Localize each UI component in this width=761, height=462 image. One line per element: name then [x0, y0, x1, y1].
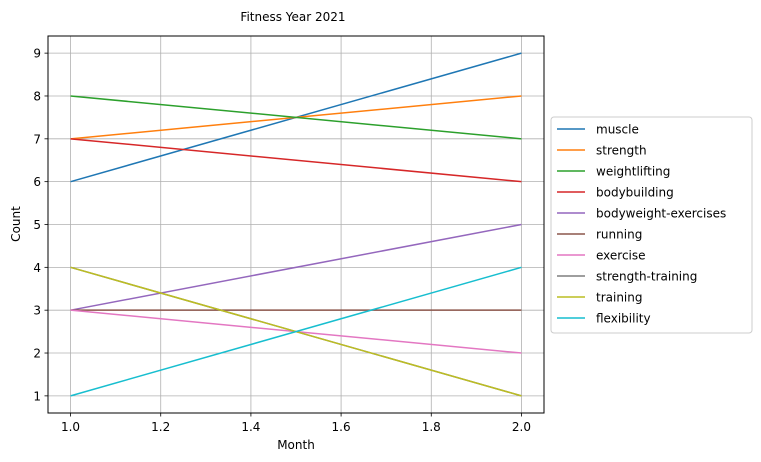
y-axis-label: Count [9, 206, 23, 242]
legend-label-bodybuilding: bodybuilding [596, 186, 674, 200]
x-tick-label: 2.0 [512, 420, 531, 434]
y-tick-label: 2 [33, 347, 41, 361]
legend-label-training: training [596, 291, 643, 305]
series-line-bodyweight-exercises [70, 223, 522, 311]
x-axis-label: Month [277, 438, 315, 452]
legend-label-bodyweight-exercises: bodyweight-exercises [596, 207, 726, 221]
x-tick-label: 1.2 [151, 420, 170, 434]
y-tick-label: 8 [33, 89, 41, 103]
x-tick-label: 1.8 [422, 420, 441, 434]
legend-box [550, 116, 753, 334]
y-tick-label: 4 [33, 261, 41, 275]
y-tick-label: 6 [33, 175, 41, 189]
y-tick-label: 5 [33, 218, 41, 232]
y-tick-label: 7 [33, 132, 41, 146]
series-line-bodybuilding [70, 138, 522, 183]
series-line-weightlifting [70, 95, 522, 140]
legend-label-muscle: muscle [596, 123, 639, 137]
y-tick-label: 3 [33, 304, 41, 318]
legend-label-strength: strength [596, 144, 647, 158]
legend-label-flexibility: flexibility [596, 312, 651, 326]
legend: muscle strength weightlifting bodybuilding b… [550, 116, 753, 334]
y-tick-label: 9 [33, 47, 41, 61]
x-tick-label: 1.4 [241, 420, 260, 434]
y-tick-label: 1 [33, 389, 41, 403]
x-tick-label: 1.6 [332, 420, 351, 434]
legend-label-strength-training: strength-training [596, 270, 697, 284]
legend-label-exercise: exercise [596, 249, 646, 263]
x-tick-label: 1.0 [61, 420, 80, 434]
series-line-flexibility [70, 266, 522, 397]
chart-title: Fitness Year 2021 [240, 10, 345, 24]
legend-label-weightlifting: weightlifting [596, 165, 670, 179]
legend-label-running: running [596, 228, 642, 242]
